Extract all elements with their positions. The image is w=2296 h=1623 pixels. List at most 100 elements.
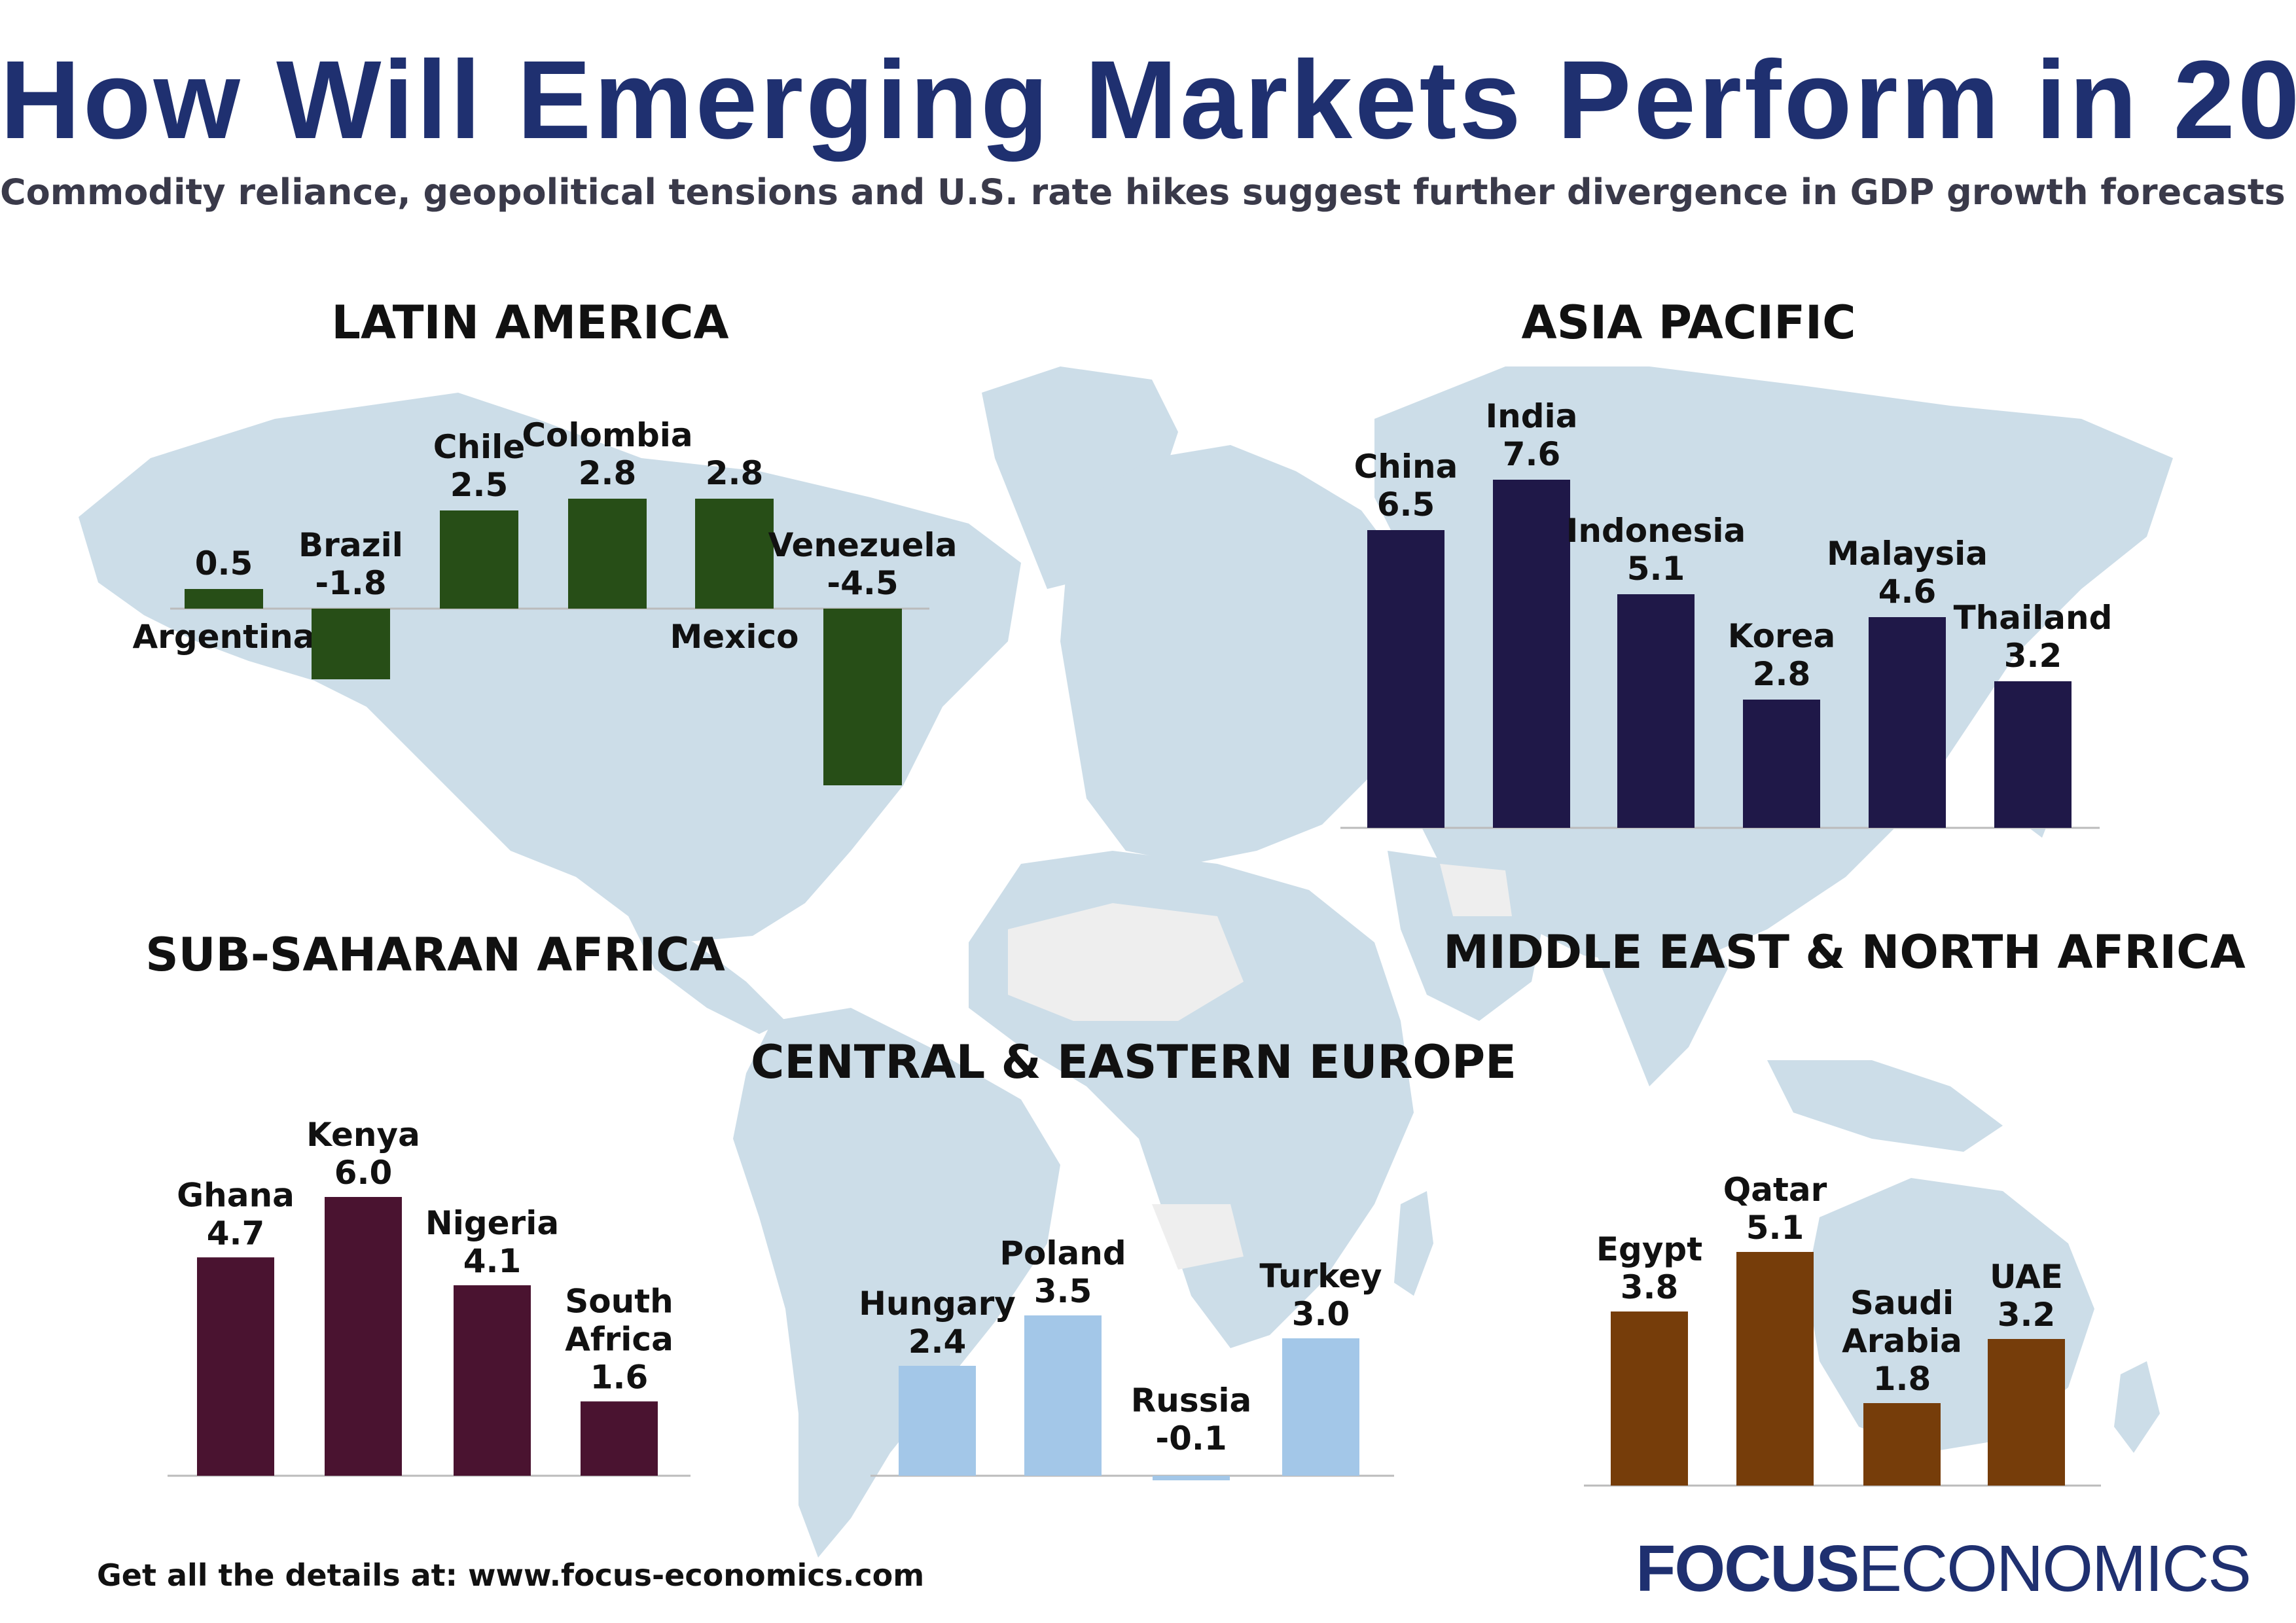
bar-category-label: Argentina [132, 618, 315, 656]
bar-category-label: Egypt [1596, 1230, 1702, 1268]
bar-value-label: 7.6 [1503, 435, 1561, 473]
page-title: How Will Emerging Markets Perform in 201… [0, 38, 2296, 162]
bar-value-label: 4.7 [207, 1214, 265, 1252]
map-europe [1060, 445, 1427, 864]
bar-chile [440, 510, 518, 609]
bar-category-label: Chile [433, 428, 525, 466]
panel-title-sub-saharan-africa: SUB-SAHARAN AFRICA [145, 928, 725, 982]
bar-category-label: Korea [1728, 617, 1836, 655]
bar-south-africa [581, 1401, 658, 1476]
bar-brazil [312, 609, 390, 679]
bar-category-label: Colombia [522, 416, 692, 454]
brand-logo: FOCUSECONOMICS [1636, 1531, 2251, 1607]
bar-value-label: 5.1 [1746, 1209, 1804, 1247]
page-subtitle: Commodity reliance, geopolitical tension… [0, 171, 2296, 213]
bar-category-label: Russia [1131, 1382, 1252, 1419]
footer-link[interactable]: Get all the details at: www.focus-econom… [97, 1558, 925, 1593]
bar-category-label: Venezuela [768, 526, 958, 564]
bar-nigeria [454, 1285, 531, 1476]
bar-value-label: 6.5 [1377, 486, 1435, 524]
bar-category-label: Brazil [298, 526, 403, 564]
panel-title-middle-east-north-africa: MIDDLE EAST & NORTH AFRICA [1443, 925, 2246, 979]
map-central-africa-region [1152, 1204, 1244, 1270]
bar-value-label: 2.8 [706, 454, 764, 492]
bar-value-label: 0.5 [195, 544, 253, 582]
bar-value-label: 3.0 [1292, 1295, 1350, 1333]
panel-title-asia-pacific: ASIA PACIFIC [1521, 296, 1856, 349]
bar-colombia [568, 499, 647, 609]
bar-hungary [899, 1366, 976, 1476]
bar-thailand [1994, 681, 2072, 828]
bar-value-label: -4.5 [827, 564, 898, 602]
bar-china [1367, 530, 1444, 828]
bar-category-label: Hungary [859, 1285, 1016, 1323]
bar-kenya [325, 1197, 402, 1476]
bar-turkey [1282, 1338, 1359, 1476]
bar-value-label: 3.5 [1034, 1272, 1092, 1310]
map-central-america [628, 916, 785, 1034]
bar-malaysia [1869, 617, 1946, 828]
bar-category-label: Mexico [670, 618, 798, 656]
bar-category-label: Nigeria [425, 1204, 559, 1242]
bar-poland [1024, 1315, 1102, 1476]
bar-value-label: 2.8 [579, 454, 637, 492]
bar-mexico [695, 499, 774, 609]
bar-category-label: Thailand [1954, 599, 2113, 637]
bar-russia [1153, 1476, 1230, 1480]
bar-value-label: -0.1 [1155, 1419, 1227, 1457]
bar-category-label: Poland [999, 1234, 1126, 1272]
map-southeast-asia [1767, 1060, 2003, 1152]
bar-uae [1988, 1339, 2065, 1486]
bar-category-label: Ghana [177, 1176, 295, 1214]
bar-korea [1743, 700, 1820, 828]
bar-category-label: Malaysia [1827, 535, 1988, 573]
panel-title-central-eastern-europe: CENTRAL & EASTERN EUROPE [750, 1035, 1517, 1089]
brand-logo-bold: FOCUS [1636, 1532, 1859, 1605]
bar-value-label: 4.1 [463, 1242, 522, 1280]
chart-latin-america: 0.5ArgentinaBrazil-1.8Chile2.5Colombia2.… [132, 416, 957, 785]
bar-qatar [1736, 1252, 1814, 1486]
bar-category-label: Arabia [1842, 1322, 1962, 1360]
bar-category-label: Indonesia [1566, 512, 1746, 550]
map-sahara-region [1008, 903, 1244, 1021]
bar-value-label: 3.2 [2004, 637, 2062, 675]
bar-value-label: 5.1 [1627, 550, 1685, 588]
map-south-america [733, 1008, 1060, 1558]
bar-value-label: 1.8 [1873, 1360, 1931, 1398]
bar-category-label: India [1486, 397, 1578, 435]
brand-logo-light: ECONOMICS [1858, 1532, 2251, 1605]
bar-value-label: -1.8 [315, 564, 386, 602]
bar-value-label: 2.5 [450, 466, 509, 504]
bar-value-label: 2.8 [1753, 655, 1811, 693]
bar-ghana [197, 1257, 274, 1476]
bar-argentina [185, 589, 263, 609]
bar-value-label: 3.2 [1998, 1296, 2056, 1334]
bar-saudi-arabia [1863, 1403, 1941, 1486]
map-middle-east-region [1440, 864, 1512, 916]
bar-category-label: Turkey [1259, 1257, 1382, 1295]
bar-value-label: 2.4 [908, 1323, 967, 1361]
map-india [1597, 916, 1728, 1086]
bar-egypt [1611, 1311, 1688, 1486]
bar-category-label: Kenya [306, 1116, 420, 1154]
bar-value-label: 6.0 [334, 1154, 393, 1192]
bar-indonesia [1617, 594, 1695, 828]
panel-title-latin-america: LATIN AMERICA [331, 296, 729, 349]
map-asia [1374, 366, 2173, 969]
bar-venezuela [823, 609, 902, 785]
bar-category-label: UAE [1990, 1258, 2063, 1296]
map-madagascar [1394, 1191, 1433, 1296]
map-north-america [79, 393, 1021, 942]
bar-value-label: 1.6 [590, 1358, 649, 1396]
bar-value-label: 4.6 [1878, 573, 1937, 611]
bar-value-label: 3.8 [1621, 1268, 1679, 1306]
bar-category-label: Saudi [1850, 1284, 1954, 1322]
bar-category-label: Qatar [1723, 1171, 1827, 1209]
